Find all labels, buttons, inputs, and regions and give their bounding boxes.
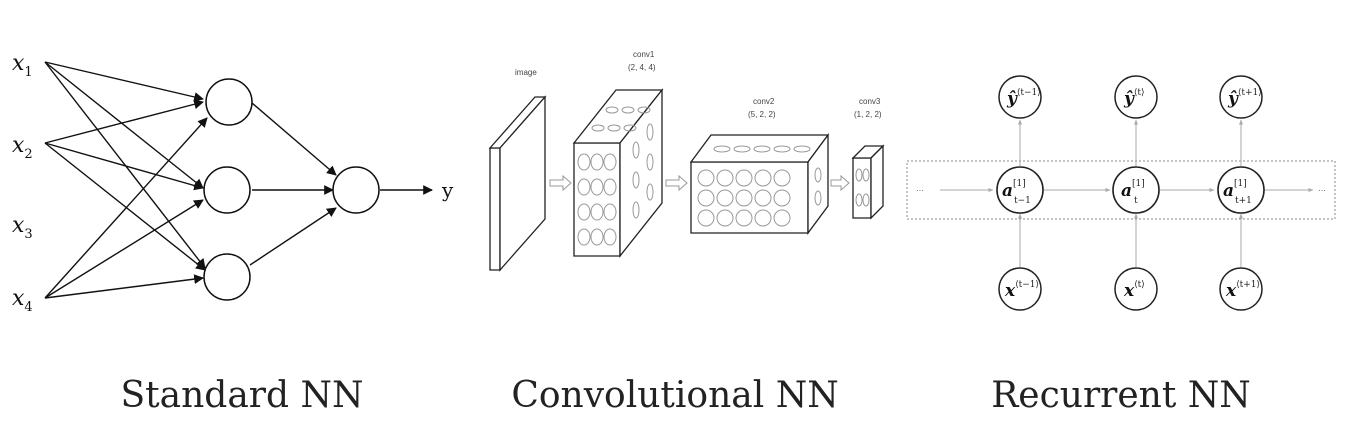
recurrent-nn: ··· ··· ŷ⟨t−1⟩ ŷ⟨t⟩ ŷ⟨t+1⟩ a[1] t−1 a[1]…: [906, 75, 1336, 311]
conv1-dims: (2, 4, 4): [628, 63, 656, 72]
rnn-hidden-label-2: a[1]: [1121, 179, 1145, 201]
output-label-y: y: [441, 178, 454, 202]
rnn-vertical-arrows: [1018, 119, 1243, 267]
output-node: [332, 166, 380, 214]
rnn-hidden-label-3: a[1]: [1223, 179, 1247, 201]
input-label-x3: x3: [12, 213, 33, 242]
conv3-filter-ovals: [855, 168, 870, 207]
input-hidden-connections: [44, 61, 208, 299]
conv1-label: conv1: [633, 50, 655, 59]
rnn-input-label-2: x⟨t⟩: [1123, 280, 1145, 301]
arrow-conv2-conv3: [830, 174, 850, 192]
conv2-dims: (5, 2, 2): [748, 110, 776, 119]
rnn-output-label-2: ŷ⟨t⟩: [1123, 88, 1145, 109]
arrow-conv1-conv2: [665, 174, 688, 192]
rnn-hidden-node-1: [996, 166, 1044, 214]
caption-standard-nn: Standard NN: [121, 375, 364, 416]
rnn-hidden-sub-3: t+1: [1235, 196, 1252, 206]
rnn-input-label-3: x⟨t+1⟩: [1225, 280, 1260, 301]
rnn-input-node-2: [1114, 267, 1158, 311]
rnn-ellipsis-right: ···: [1318, 186, 1326, 195]
conv1-filter-ovals: [577, 106, 654, 246]
rnn-hidden-label-1: a[1]: [1002, 179, 1026, 201]
input-label-x2: x2: [12, 133, 33, 162]
rnn-hidden-sub-2: t: [1134, 196, 1138, 206]
conv2-filter-ovals: [697, 145, 822, 227]
rnn-hidden-sub-1: t−1: [1014, 196, 1031, 206]
conv-nn: image conv1 (2, 4, 4): [488, 50, 885, 272]
hidden-output-connections: [249, 102, 433, 266]
conv3-block: [851, 144, 885, 220]
rnn-output-node-1: [998, 75, 1042, 119]
caption-convolutional-nn: Convolutional NN: [511, 375, 838, 416]
conv3-label: conv3: [859, 97, 881, 106]
conv3-dims: (1, 2, 2): [854, 110, 882, 119]
rnn-hidden-node-2: [1112, 166, 1160, 214]
rnn-input-label-1: x⟨t−1⟩: [1004, 280, 1039, 301]
input-label-x1: x1: [12, 51, 33, 80]
hidden-node-1: [205, 78, 253, 126]
rnn-output-label-3: ŷ⟨t+1⟩: [1227, 88, 1262, 109]
caption-recurrent-nn: Recurrent NN: [991, 375, 1251, 416]
rnn-ellipsis-left: ···: [916, 186, 924, 195]
conv2-block: [689, 133, 830, 235]
hidden-node-2: [203, 166, 251, 214]
rnn-input-node-1: [998, 267, 1042, 311]
hidden-node-3: [203, 253, 251, 301]
rnn-output-label-1: ŷ⟨t−1⟩: [1006, 88, 1041, 109]
rnn-output-node-2: [1114, 75, 1158, 119]
rnn-input-node-3: [1219, 267, 1263, 311]
arrow-image-conv1: [549, 174, 572, 192]
image-slab: [488, 95, 547, 272]
rnn-hidden-node-3: [1217, 166, 1265, 214]
standard-nn: x1 x2 x3 x4 y: [12, 51, 454, 315]
conv1-block: [572, 88, 664, 258]
rnn-output-node-3: [1219, 75, 1263, 119]
image-label: image: [515, 68, 537, 77]
rnn-frame: [906, 160, 1336, 220]
conv2-label: conv2: [753, 97, 775, 106]
input-label-x4: x4: [12, 286, 33, 315]
